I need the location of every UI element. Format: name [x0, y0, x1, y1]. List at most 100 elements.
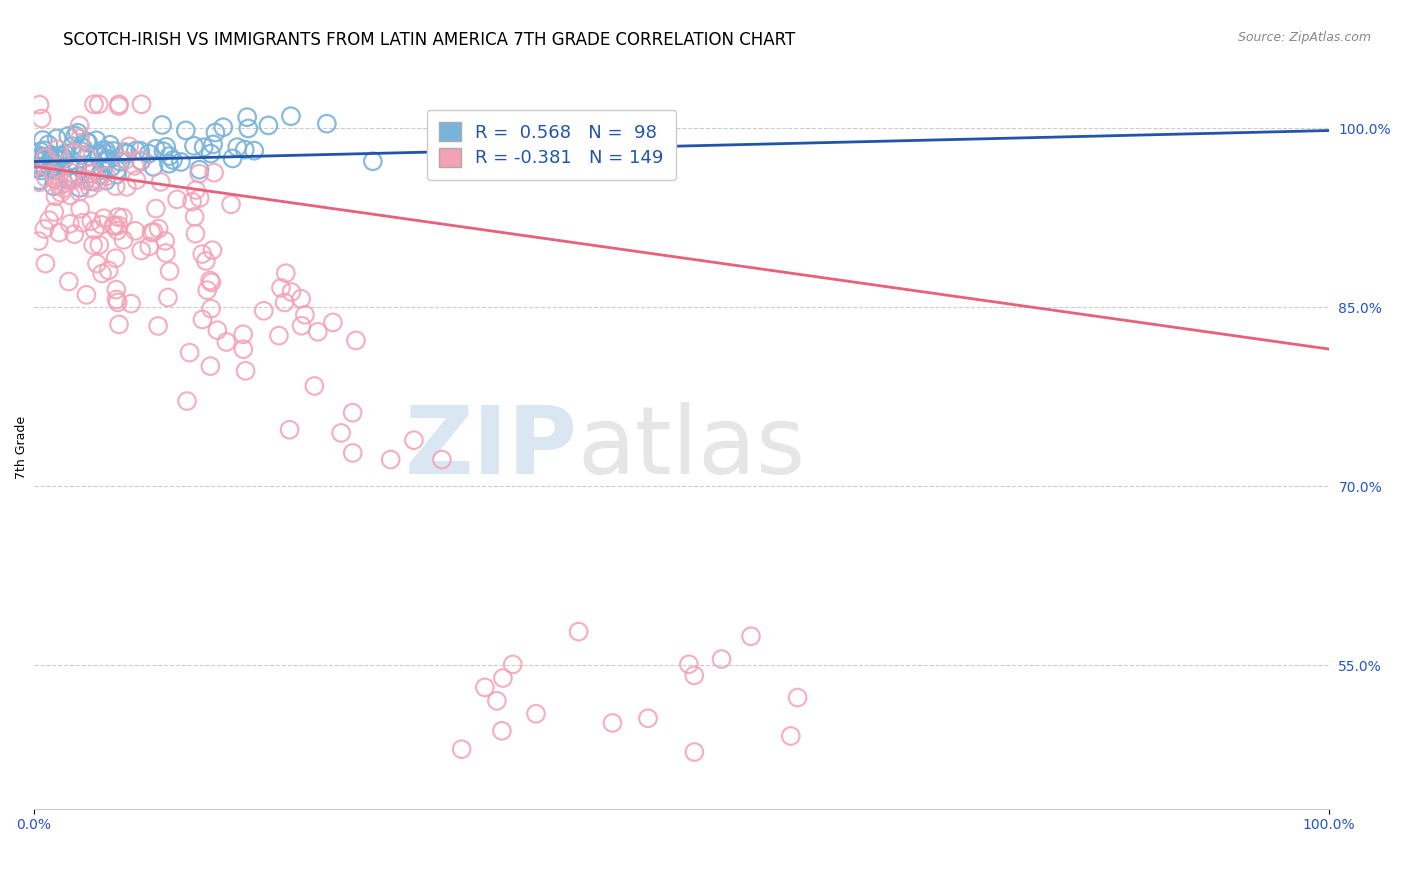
Point	[48, 170, 70, 185]
Point	[474, 681, 496, 695]
Point	[56, 172, 79, 186]
Point	[62, 170, 84, 185]
Point	[75, 172, 97, 186]
Point	[145, 202, 167, 216]
Point	[148, 221, 170, 235]
Point	[200, 146, 222, 161]
Point	[105, 163, 128, 178]
Point	[131, 97, 153, 112]
Point	[44, 160, 66, 174]
Point	[104, 251, 127, 265]
Point	[112, 233, 135, 247]
Point	[28, 173, 51, 187]
Point	[267, 328, 290, 343]
Point	[142, 225, 165, 239]
Point	[107, 295, 129, 310]
Point	[104, 219, 127, 233]
Point	[84, 172, 107, 186]
Point	[108, 318, 131, 332]
Point	[176, 394, 198, 409]
Point	[307, 325, 329, 339]
Point	[162, 153, 184, 167]
Point	[108, 97, 131, 112]
Point	[105, 293, 128, 307]
Point	[159, 264, 181, 278]
Point	[115, 146, 138, 161]
Point	[83, 223, 105, 237]
Point	[86, 256, 108, 270]
Point	[39, 161, 62, 175]
Point	[138, 146, 160, 161]
Point	[69, 185, 91, 199]
Point	[201, 243, 224, 257]
Point	[159, 149, 181, 163]
Point	[181, 194, 204, 209]
Point	[44, 157, 66, 171]
Point	[740, 629, 762, 643]
Point	[129, 244, 152, 258]
Point	[107, 224, 129, 238]
Point	[114, 145, 136, 160]
Point	[155, 246, 177, 260]
Point	[232, 327, 254, 342]
Point	[315, 117, 337, 131]
Point	[60, 173, 83, 187]
Point	[87, 147, 110, 161]
Point	[141, 226, 163, 240]
Point	[138, 239, 160, 253]
Point	[86, 133, 108, 147]
Point	[142, 160, 165, 174]
Point	[32, 150, 55, 164]
Point	[280, 109, 302, 123]
Point	[44, 163, 66, 178]
Point	[51, 149, 73, 163]
Point	[430, 452, 453, 467]
Point	[110, 154, 132, 169]
Point	[34, 160, 56, 174]
Point	[79, 181, 101, 195]
Point	[166, 192, 188, 206]
Point	[198, 273, 221, 287]
Point	[184, 227, 207, 241]
Point	[69, 131, 91, 145]
Point	[105, 283, 128, 297]
Point	[91, 267, 114, 281]
Point	[194, 254, 217, 268]
Point	[683, 668, 706, 682]
Point	[63, 227, 86, 242]
Point	[107, 219, 129, 233]
Point	[75, 174, 97, 188]
Point	[46, 152, 69, 166]
Point	[107, 210, 129, 224]
Point	[70, 148, 93, 162]
Point	[94, 146, 117, 161]
Text: Source: ZipAtlas.com: Source: ZipAtlas.com	[1237, 31, 1371, 45]
Point	[80, 160, 103, 174]
Point	[280, 285, 302, 299]
Point	[294, 308, 316, 322]
Point	[87, 97, 110, 112]
Point	[69, 181, 91, 195]
Point	[45, 131, 67, 145]
Point	[31, 133, 53, 147]
Point	[253, 303, 276, 318]
Point	[155, 140, 177, 154]
Text: atlas: atlas	[578, 401, 806, 493]
Point	[28, 175, 51, 189]
Point	[344, 334, 367, 348]
Point	[96, 169, 118, 184]
Point	[183, 210, 205, 224]
Point	[157, 157, 180, 171]
Point	[34, 170, 56, 185]
Point	[82, 238, 104, 252]
Point	[80, 214, 103, 228]
Point	[568, 624, 591, 639]
Point	[97, 263, 120, 277]
Point	[502, 657, 524, 672]
Point	[107, 99, 129, 113]
Point	[188, 167, 211, 181]
Point	[42, 179, 65, 194]
Point	[77, 136, 100, 150]
Point	[485, 694, 508, 708]
Point	[80, 166, 103, 180]
